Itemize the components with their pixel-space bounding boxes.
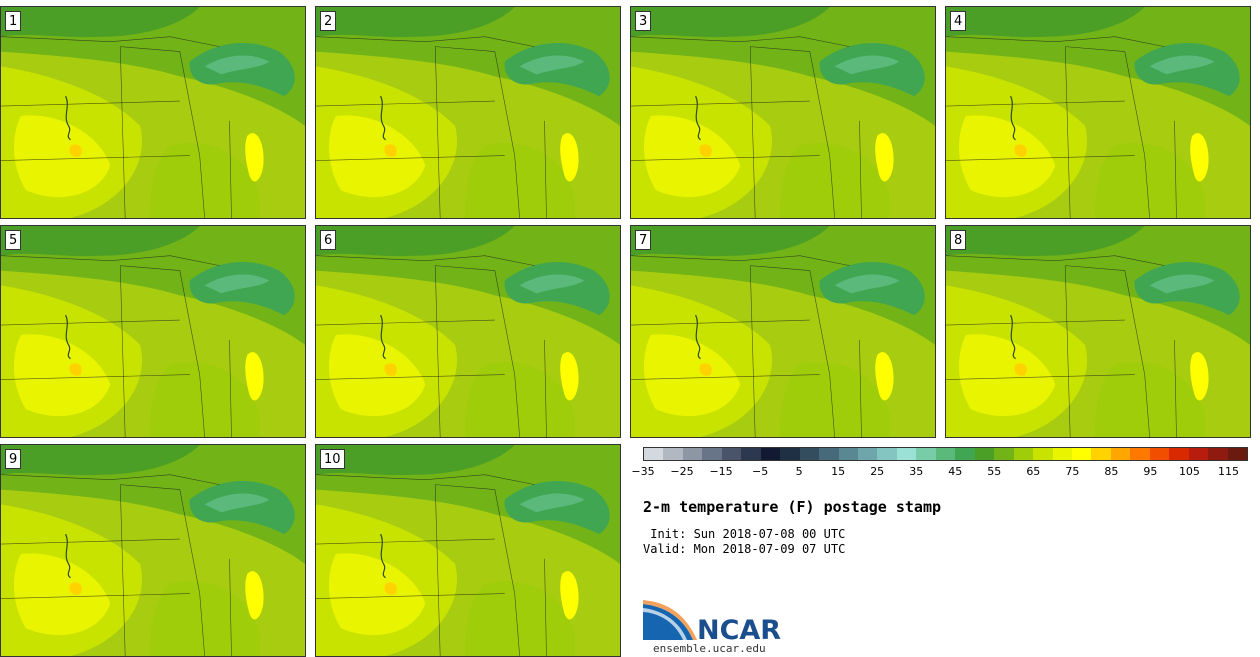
colorbar-tick-label: 95: [1143, 465, 1158, 478]
member-label-3: 3: [635, 11, 652, 31]
colorbar-tick-label: −5: [751, 465, 769, 478]
colorbar-swatch: [1188, 448, 1209, 460]
colorbar-swatch: [838, 448, 858, 460]
member-panel-6: 6: [315, 225, 621, 438]
colorbar-swatch: [780, 448, 800, 460]
colorbar-swatch: [644, 448, 664, 460]
colorbar-tick-label: 5: [795, 465, 803, 478]
member-panel-3: 3: [630, 6, 936, 219]
colorbar-swatch: [857, 448, 878, 460]
member-label-2: 2: [320, 11, 337, 31]
colorbar-tick-label: 15: [831, 465, 846, 478]
colorbar-swatch: [935, 448, 956, 460]
colorbar-swatch: [994, 448, 1014, 460]
temperature-colorbar: [643, 447, 1248, 461]
colorbar-tick-label: 105: [1178, 465, 1200, 478]
website-link[interactable]: ensemble.ucar.edu: [653, 642, 766, 655]
temperature-map-9: [1, 445, 305, 656]
colorbar-swatch: [955, 448, 975, 460]
colorbar-swatch: [974, 448, 995, 460]
member-panel-10: 10: [315, 444, 621, 657]
member-label-5: 5: [5, 230, 22, 250]
temperature-map-1: [1, 7, 305, 218]
colorbar-swatch: [1208, 448, 1228, 460]
temperature-map-5: [1, 226, 305, 437]
colorbar-swatch: [1149, 448, 1170, 460]
member-panel-7: 7: [630, 225, 936, 438]
colorbar-swatch: [799, 448, 820, 460]
temperature-map-7: [631, 226, 935, 437]
colorbar-swatch: [760, 448, 781, 460]
member-label-6: 6: [320, 230, 337, 250]
colorbar-swatch: [877, 448, 897, 460]
colorbar-swatch: [1110, 448, 1131, 460]
member-label-10: 10: [320, 449, 345, 469]
colorbar-swatch: [1052, 448, 1072, 460]
member-panel-2: 2: [315, 6, 621, 219]
colorbar-tick-label: 25: [870, 465, 885, 478]
colorbar-tick-label: 65: [1026, 465, 1041, 478]
member-label-4: 4: [950, 11, 967, 31]
colorbar-swatch: [663, 448, 683, 460]
colorbar-tick-label: −25: [670, 465, 694, 478]
temperature-map-8: [946, 226, 1250, 437]
chart-title: 2-m temperature (F) postage stamp: [643, 498, 942, 516]
member-panel-4: 4: [945, 6, 1251, 219]
valid-time: Valid: Mon 2018-07-09 07 UTC: [643, 542, 846, 556]
colorbar-swatch: [1130, 448, 1150, 460]
colorbar-swatch: [916, 448, 936, 460]
temperature-map-10: [316, 445, 620, 656]
colorbar-swatch: [1033, 448, 1053, 460]
colorbar-swatch: [1071, 448, 1092, 460]
colorbar-tick-label: −35: [631, 465, 655, 478]
member-panel-8: 8: [945, 225, 1251, 438]
member-panel-5: 5: [0, 225, 306, 438]
colorbar-tick-label: 115: [1217, 465, 1239, 478]
member-label-7: 7: [635, 230, 652, 250]
member-label-8: 8: [950, 230, 967, 250]
colorbar-swatch: [741, 448, 761, 460]
svg-text:NCAR: NCAR: [697, 615, 781, 644]
colorbar-swatch: [1091, 448, 1111, 460]
temperature-map-4: [946, 7, 1250, 218]
colorbar-ticks: −35 −25 −15 −5 5 15 25 35 45 55 65 75 85 95 105 115: [631, 465, 1248, 481]
colorbar-swatch: [896, 448, 917, 460]
temperature-map-2: [316, 7, 620, 218]
temperature-map-3: [631, 7, 935, 218]
init-time: Init: Sun 2018-07-08 00 UTC: [643, 527, 846, 541]
colorbar-swatch: [1227, 448, 1248, 460]
colorbar-tick-label: 85: [1104, 465, 1119, 478]
colorbar-tick-label: 35: [909, 465, 924, 478]
ncar-logo: NCAR: [643, 600, 781, 644]
colorbar-swatch: [1013, 448, 1034, 460]
member-panel-9: 9: [0, 444, 306, 657]
member-label-1: 1: [5, 11, 22, 31]
colorbar-tick-label: 75: [1065, 465, 1080, 478]
colorbar-swatch: [721, 448, 742, 460]
colorbar-tick-label: 45: [948, 465, 963, 478]
colorbar-swatch: [819, 448, 839, 460]
colorbar-tick-label: −15: [709, 465, 733, 478]
colorbar-swatch: [682, 448, 703, 460]
colorbar-swatch: [702, 448, 722, 460]
member-panel-1: 1: [0, 6, 306, 219]
colorbar-swatch: [1169, 448, 1189, 460]
colorbar-tick-label: 55: [987, 465, 1002, 478]
temperature-map-6: [316, 226, 620, 437]
member-label-9: 9: [5, 449, 22, 469]
